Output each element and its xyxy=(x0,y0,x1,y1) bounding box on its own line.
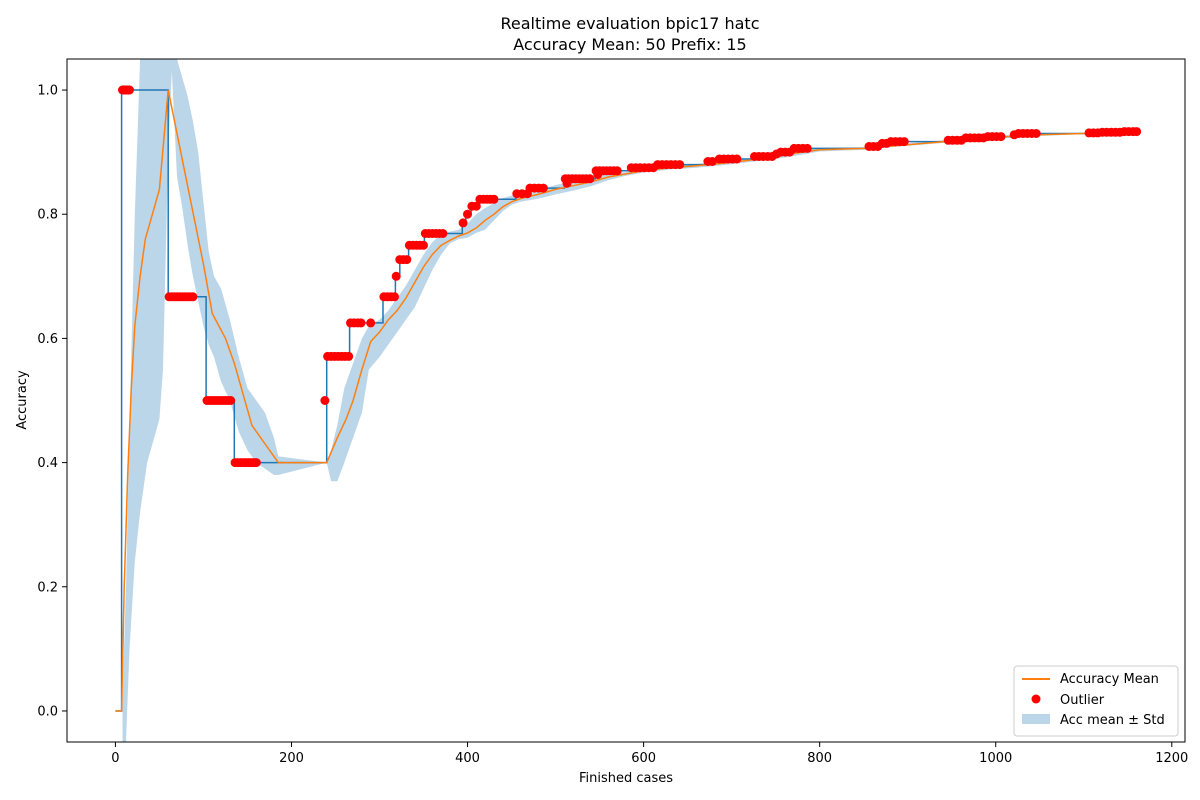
outlier-point xyxy=(1031,129,1041,138)
y-tick-label: 1.0 xyxy=(37,84,58,99)
outlier-point xyxy=(562,178,572,188)
legend: Accuracy Mean Outlier Acc mean ± Std xyxy=(1013,665,1179,737)
chart-title: Realtime evaluation bpic17 hatc xyxy=(501,14,760,33)
outlier-point xyxy=(899,137,909,147)
legend-box xyxy=(1013,665,1179,737)
y-axis-label: Accuracy xyxy=(15,370,30,430)
outlier-point xyxy=(251,458,261,468)
y-tick-label: 0.6 xyxy=(37,332,58,347)
x-tick-label: 1000 xyxy=(979,751,1012,766)
x-tick-label: 200 xyxy=(279,751,304,766)
outlier-point xyxy=(356,318,366,328)
outlier-point xyxy=(802,143,812,153)
y-axis-ticks: 0.0 0.2 0.4 0.6 0.8 1.0 xyxy=(37,84,67,719)
outlier-point xyxy=(458,218,468,228)
outlier-point xyxy=(390,292,399,302)
legend-swatch-band xyxy=(1022,714,1050,724)
legend-swatch-outlier xyxy=(1031,694,1041,704)
y-tick-label: 0.4 xyxy=(37,456,58,471)
y-tick-label: 0.0 xyxy=(37,704,58,719)
x-tick-label: 400 xyxy=(455,751,480,766)
outlier-points-layer xyxy=(118,85,1142,468)
x-tick-label: 600 xyxy=(631,751,656,766)
x-axis-label: Finished cases xyxy=(579,771,673,786)
outlier-point xyxy=(675,160,685,170)
outlier-point xyxy=(344,351,354,361)
outlier-point xyxy=(996,132,1006,142)
legend-label-band: Acc mean ± Std xyxy=(1060,713,1165,728)
outlier-point xyxy=(419,240,428,250)
outlier-point xyxy=(707,157,717,166)
legend-label-mean: Accuracy Mean xyxy=(1060,672,1159,687)
outlier-point xyxy=(320,396,330,405)
plot-area-frame xyxy=(66,58,1186,743)
legend-label-outlier: Outlier xyxy=(1060,693,1105,708)
outlier-point xyxy=(732,154,742,164)
outlier-point xyxy=(226,396,236,405)
x-axis-ticks: 0 200 400 600 800 1000 1200 xyxy=(111,742,1188,766)
outlier-point xyxy=(612,166,622,176)
outlier-point xyxy=(125,85,134,95)
outlier-point xyxy=(463,209,472,219)
outlier-point xyxy=(1132,127,1142,137)
outlier-point xyxy=(188,292,198,302)
outlier-point xyxy=(593,170,603,179)
outlier-point xyxy=(402,255,412,265)
y-tick-label: 0.2 xyxy=(37,580,58,595)
outlier-point xyxy=(438,229,448,238)
x-tick-label: 0 xyxy=(111,751,119,766)
x-tick-label: 800 xyxy=(807,751,832,766)
chart-subtitle: Accuracy Mean: 50 Prefix: 15 xyxy=(513,35,746,54)
outlier-point xyxy=(585,174,595,184)
y-tick-label: 0.8 xyxy=(37,208,58,223)
outlier-point xyxy=(366,318,376,328)
outlier-point xyxy=(489,194,499,204)
x-tick-label: 1200 xyxy=(1155,751,1188,766)
outlier-point xyxy=(391,271,401,281)
outlier-point xyxy=(538,183,548,193)
outlier-point xyxy=(471,201,481,211)
